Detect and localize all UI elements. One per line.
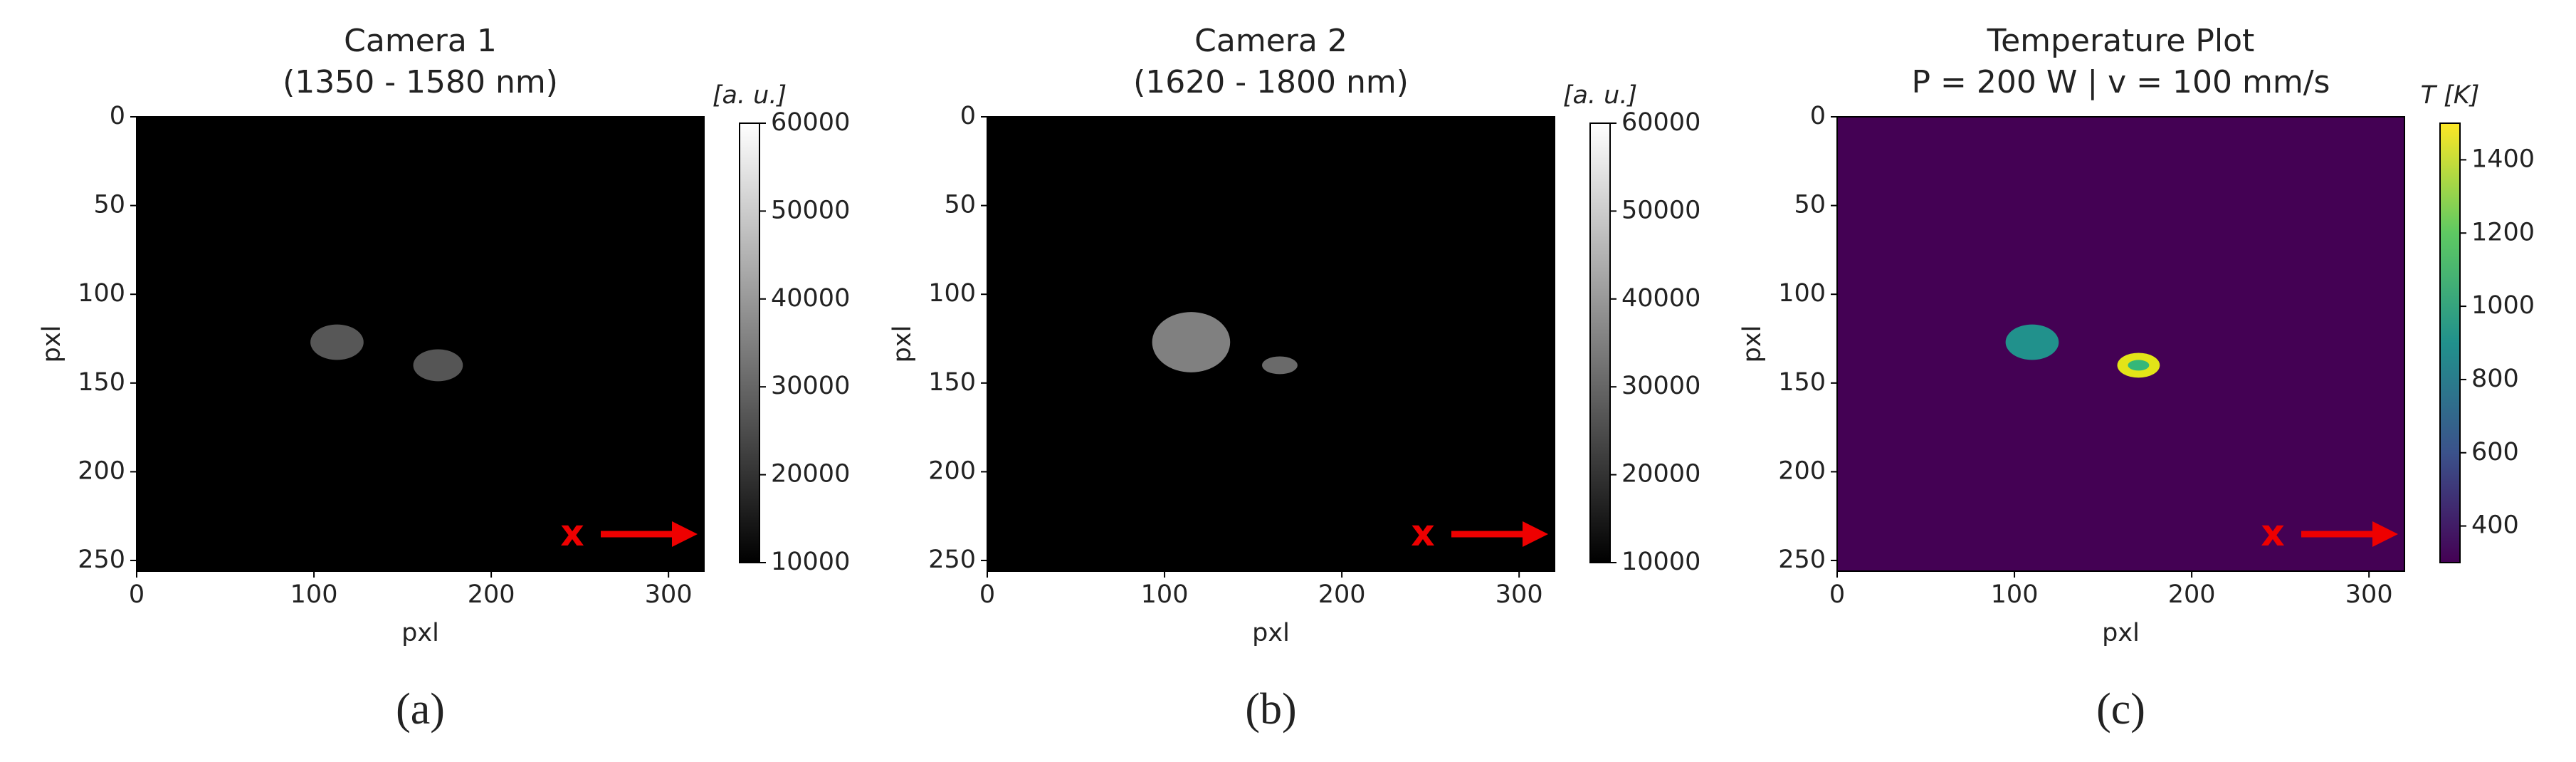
caption: (b): [1245, 685, 1296, 734]
annotation: x: [560, 512, 584, 555]
x-tick-label: 200: [2168, 580, 2216, 609]
y-tick-label: 100: [78, 279, 125, 308]
y-tick-label: 150: [1778, 368, 1826, 397]
y-tick-label: 250: [928, 546, 976, 574]
x-axis-label: pxl: [401, 619, 439, 647]
y-axis-label: pxl: [38, 325, 66, 363]
colorbar-tick-label: 50000: [1621, 196, 1700, 224]
caption: (c): [2096, 685, 2145, 734]
subtitle: (1350 - 1580 nm): [283, 64, 558, 100]
colorbar-tick-label: 400: [2471, 511, 2519, 540]
y-tick-label: 50: [93, 191, 125, 219]
hot-spot: [2005, 324, 2059, 360]
colorbar-tick-label: 10000: [1621, 548, 1700, 576]
caption: (a): [396, 685, 445, 734]
colorbar-label: T [K]: [2421, 81, 2480, 110]
axes-frame: [987, 116, 1555, 572]
colorbar-tick-label: 30000: [771, 372, 850, 400]
colorbar-tick-label: 600: [2471, 438, 2519, 466]
y-tick-label: 50: [1794, 191, 1826, 219]
axes-frame: [1836, 116, 2405, 572]
title: Temperature Plot: [1987, 23, 2255, 59]
colorbar-tick-label: 20000: [771, 460, 850, 489]
colorbar-tick-label: 1000: [2471, 291, 2535, 320]
x-tick-label: 100: [1141, 580, 1189, 609]
colorbar-label: [a. u.]: [713, 81, 787, 110]
y-tick-label: 100: [928, 279, 976, 308]
x-tick-label: 300: [1495, 580, 1543, 609]
colorbar-tick-label: 30000: [1621, 372, 1700, 400]
hot-spot: [413, 349, 463, 382]
image: [987, 117, 1555, 571]
hot-spot: [310, 324, 364, 360]
hot-spot: [1152, 312, 1231, 372]
y-axis-label: pxl: [888, 325, 917, 363]
x-tick-label: 300: [645, 580, 693, 609]
y-tick-label: 250: [78, 546, 125, 574]
y-tick-label: 0: [1810, 102, 1826, 130]
colorbar-tick-label: 60000: [1621, 108, 1700, 137]
image: [1837, 117, 2404, 571]
x-axis-label: pxl: [1252, 619, 1290, 647]
colorbar-tick-label: 40000: [1621, 284, 1700, 313]
y-tick-label: 200: [78, 456, 125, 485]
y-tick-label: 0: [110, 102, 125, 130]
x-tick-label: 200: [1318, 580, 1366, 609]
annotation: x: [1411, 512, 1435, 555]
colorbar-tick-label: 1200: [2471, 218, 2535, 246]
colorbar-tick-label: 800: [2471, 365, 2519, 393]
annotation: x: [2261, 512, 2285, 555]
colorbar: [739, 122, 760, 563]
y-tick-label: 150: [928, 368, 976, 397]
axes-frame: [136, 116, 705, 572]
hot-spot: [2128, 360, 2150, 371]
x-tick-label: 300: [2345, 580, 2393, 609]
hot-spot: [1262, 356, 1298, 375]
x-tick-label: 0: [129, 580, 144, 609]
subtitle: (1620 - 1800 nm): [1133, 64, 1409, 100]
x-tick-label: 100: [290, 580, 338, 609]
y-tick-label: 200: [1778, 456, 1826, 485]
x-tick-label: 0: [1829, 580, 1845, 609]
x-tick-label: 0: [979, 580, 995, 609]
y-tick-label: 100: [1778, 279, 1826, 308]
x-tick-label: 200: [468, 580, 515, 609]
colorbar-tick-label: 20000: [1621, 460, 1700, 489]
title: Camera 1: [344, 23, 497, 59]
colorbar-tick-label: 60000: [771, 108, 850, 137]
y-tick-label: 200: [928, 456, 976, 485]
x-tick-label: 100: [1991, 580, 2039, 609]
colorbar-label: [a. u.]: [1563, 81, 1637, 110]
title: Camera 2: [1194, 23, 1347, 59]
y-tick-label: 50: [944, 191, 976, 219]
y-tick-label: 0: [960, 102, 976, 130]
colorbar: [2439, 122, 2461, 563]
subtitle: P = 200 W | v = 100 mm/s: [1912, 64, 2330, 100]
colorbar-tick-label: 1400: [2471, 145, 2535, 173]
colorbar-tick-label: 50000: [771, 196, 850, 224]
image: [137, 117, 704, 571]
colorbar: [1589, 122, 1611, 563]
y-axis-label: pxl: [1738, 325, 1767, 363]
x-axis-label: pxl: [2102, 619, 2140, 647]
colorbar-tick-label: 10000: [771, 548, 850, 576]
colorbar-tick-label: 40000: [771, 284, 850, 313]
y-tick-label: 150: [78, 368, 125, 397]
y-tick-label: 250: [1778, 546, 1826, 574]
